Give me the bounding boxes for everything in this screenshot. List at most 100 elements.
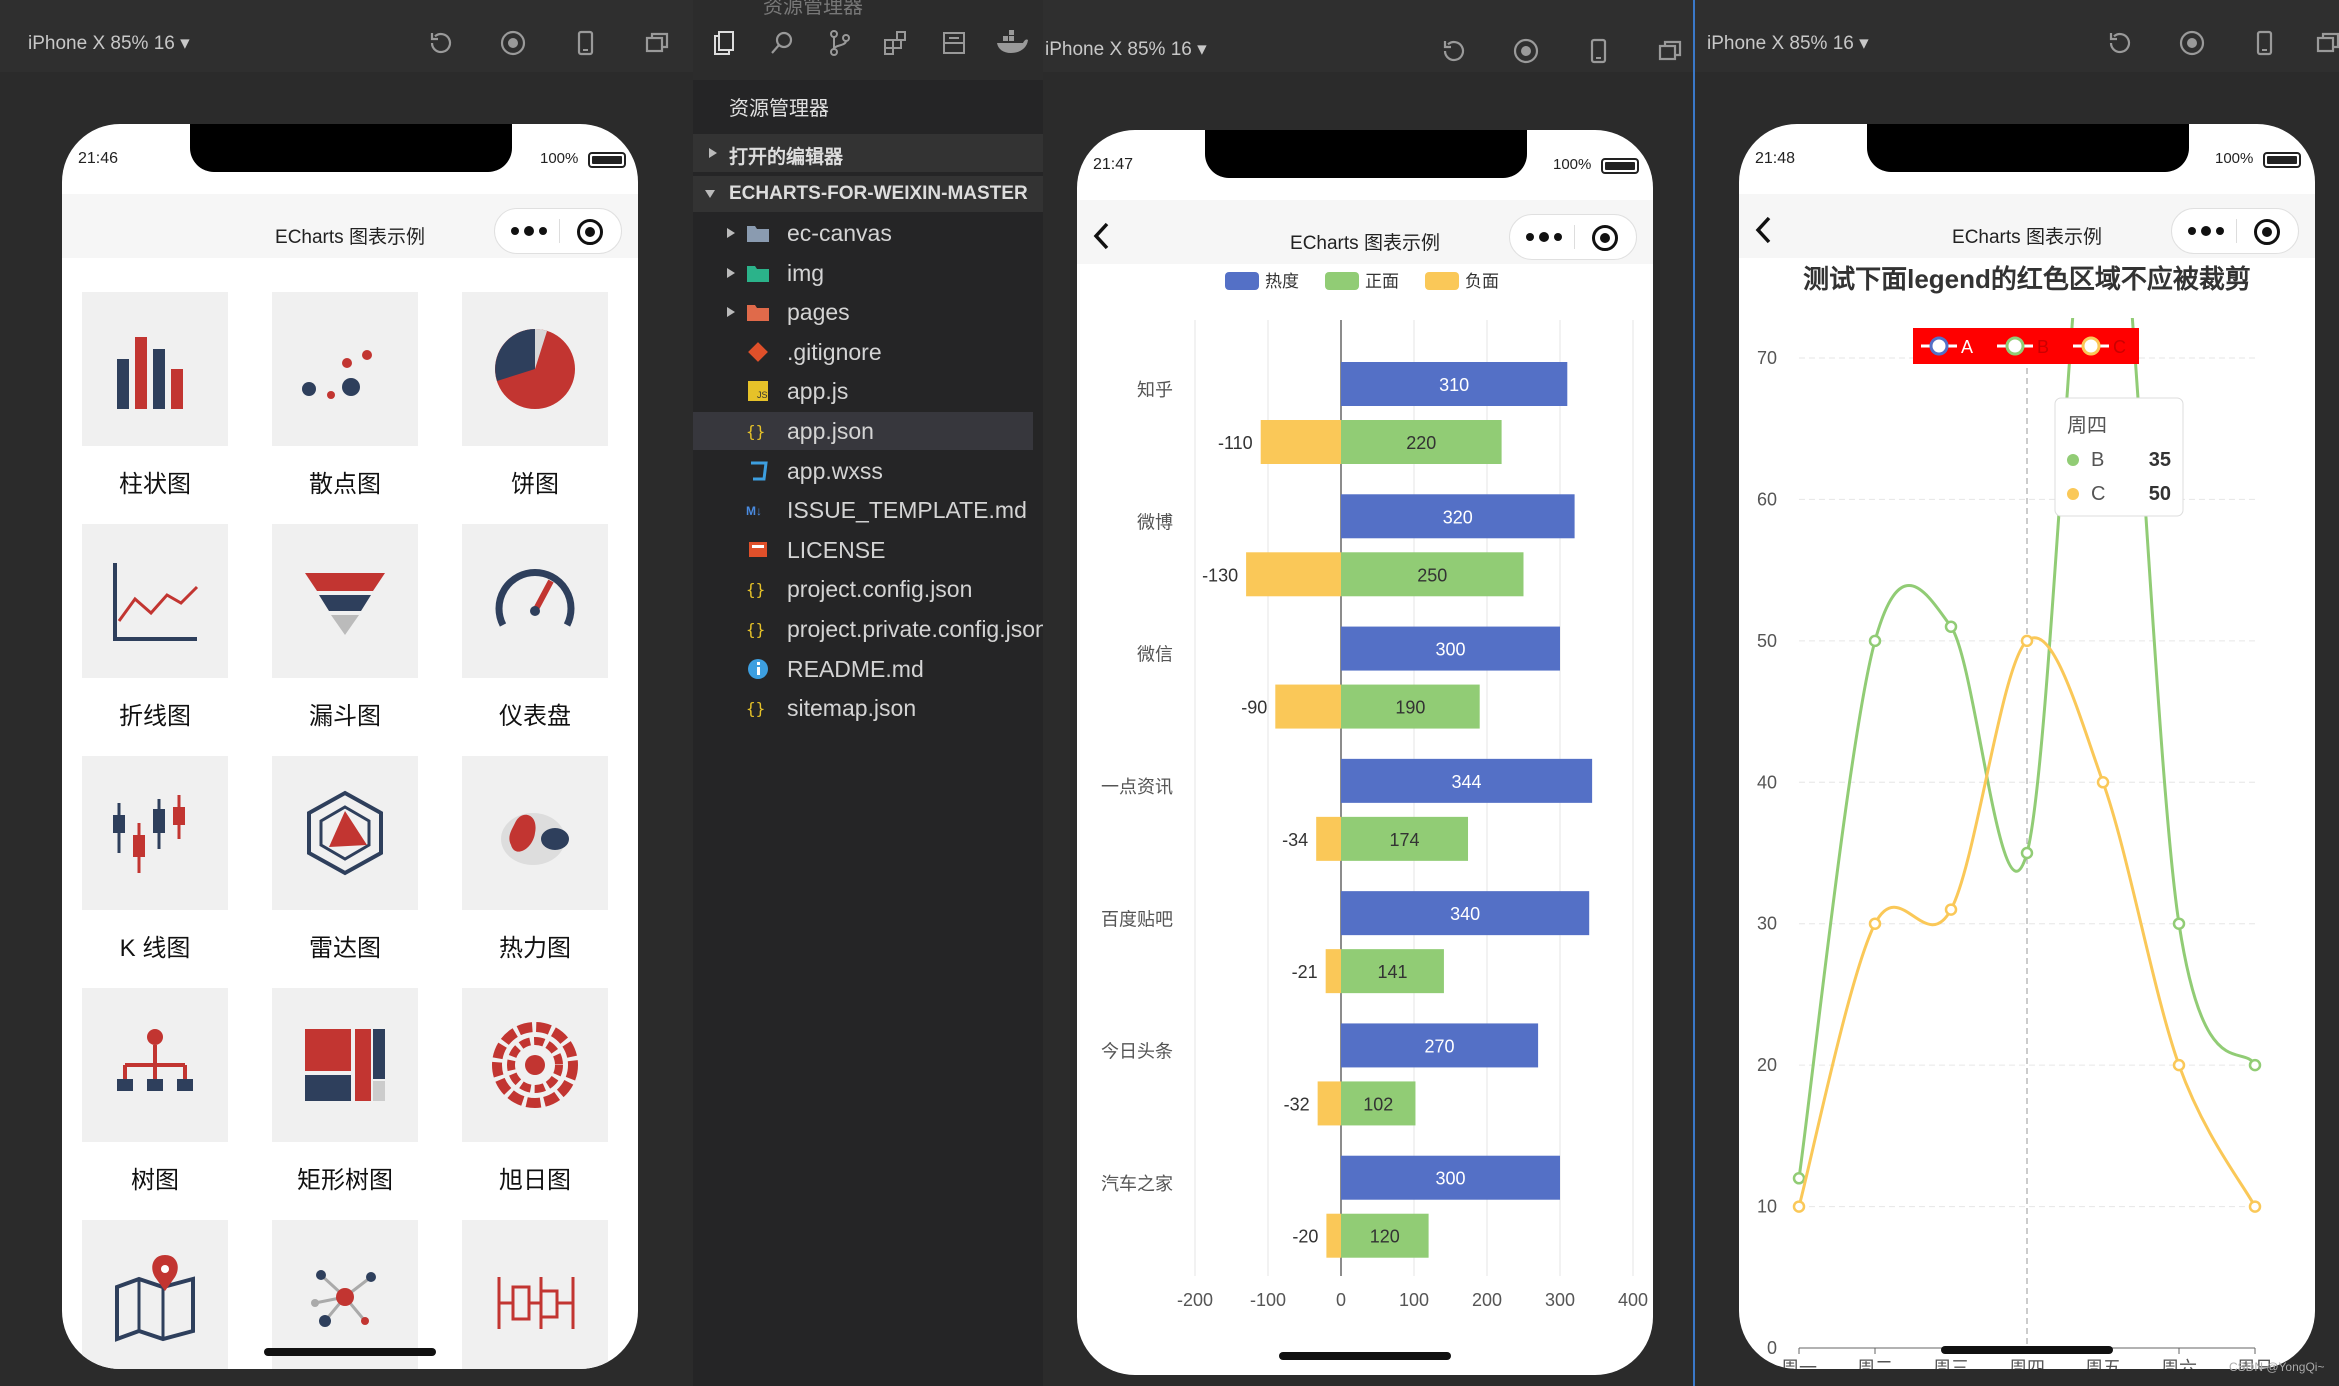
more-icon[interactable] [1524, 229, 1564, 245]
chart-type-label[interactable]: 散点图 [309, 471, 381, 498]
file-row[interactable]: M↓ ISSUE_TEMPLATE.md [693, 491, 1033, 529]
phone-icon[interactable] [570, 28, 600, 58]
more-icon[interactable] [2186, 223, 2226, 239]
phone-icon[interactable] [2249, 28, 2279, 58]
file-row[interactable]: LICENSE [693, 531, 1033, 569]
bar-positive[interactable] [1341, 816, 1469, 861]
data-point[interactable] [2172, 917, 2186, 930]
chart-type-label[interactable]: 雷达图 [309, 935, 381, 962]
chart-type-tile[interactable] [82, 1220, 228, 1369]
data-point[interactable] [2248, 1058, 2262, 1072]
chart-type-label[interactable]: 旭日图 [499, 1167, 571, 1194]
file-row[interactable]: .gitignore [693, 333, 1033, 371]
data-point[interactable] [1944, 903, 1958, 916]
chart-type-tile[interactable] [462, 1220, 608, 1369]
data-point[interactable] [2020, 634, 2034, 648]
chart-type-tile[interactable] [272, 524, 418, 678]
legend-marker[interactable] [2081, 336, 2101, 356]
bar-heat[interactable] [1341, 626, 1560, 671]
window-icon[interactable] [2313, 28, 2339, 58]
chart-type-label[interactable]: 柱状图 [119, 471, 191, 498]
bar-positive[interactable] [1341, 1081, 1416, 1126]
device-selector[interactable]: iPhone X 85% 16 ▾ [1045, 39, 1207, 60]
legend-swatch[interactable] [1225, 272, 1259, 290]
legend-swatch[interactable] [1425, 272, 1459, 290]
data-point[interactable] [1792, 1172, 1806, 1185]
chart-type-label[interactable]: 漏斗图 [309, 703, 381, 730]
section-open-editors[interactable]: 打开的编辑器 [693, 134, 1043, 172]
bar-positive[interactable] [1341, 684, 1480, 729]
close-miniprogram-icon[interactable] [577, 219, 603, 245]
chart-type-label[interactable]: 热力图 [499, 935, 571, 962]
chart-type-tile[interactable] [82, 524, 228, 678]
chart-type-label[interactable]: 折线图 [119, 703, 191, 730]
bar-positive[interactable] [1341, 1213, 1429, 1258]
close-miniprogram-icon[interactable] [2254, 219, 2280, 245]
bar-negative[interactable] [1275, 684, 1341, 729]
chart-type-tile[interactable] [462, 988, 608, 1142]
bar-heat[interactable] [1341, 362, 1568, 406]
data-point[interactable] [1868, 634, 1882, 648]
bar-negative[interactable] [1260, 420, 1341, 464]
window-icon[interactable] [1655, 36, 1685, 66]
more-icon[interactable] [509, 223, 549, 239]
bar-heat[interactable] [1341, 1155, 1560, 1200]
chart-type-label[interactable]: 饼图 [511, 471, 559, 498]
bar-negative[interactable] [1246, 552, 1341, 597]
legend-marker[interactable] [2005, 336, 2025, 356]
stop-icon[interactable] [1511, 36, 1541, 66]
data-point[interactable] [2096, 776, 2110, 789]
source-control-icon[interactable] [825, 28, 855, 58]
bar-positive[interactable] [1341, 949, 1444, 994]
data-point[interactable] [1944, 620, 1958, 633]
file-row[interactable]: JS app.js [693, 372, 1033, 410]
folder-row[interactable]: ec-canvas [693, 214, 1033, 252]
bar-heat[interactable] [1341, 494, 1575, 539]
legend-label[interactable]: 负面 [1465, 272, 1499, 291]
device-selector[interactable]: iPhone X 85% 16 ▾ [1707, 33, 1869, 54]
capsule-menu[interactable] [1509, 214, 1637, 260]
data-point[interactable] [1868, 917, 1882, 930]
bar-positive[interactable] [1341, 420, 1502, 464]
refresh-icon[interactable] [426, 28, 456, 58]
back-icon[interactable] [1091, 220, 1113, 252]
file-row[interactable]: {} project.private.config.json [693, 610, 1043, 648]
window-icon[interactable] [642, 28, 672, 58]
refresh-icon[interactable] [2105, 28, 2135, 58]
bar-heat[interactable] [1341, 1023, 1539, 1068]
legend-label[interactable]: C [2113, 337, 2126, 357]
chart-type-tile[interactable] [272, 292, 418, 446]
chart-type-tile[interactable] [272, 1220, 418, 1369]
chart-type-tile[interactable] [462, 524, 608, 678]
folder-row[interactable]: img [693, 254, 1033, 292]
legend-label[interactable]: B [2037, 337, 2049, 357]
chart-type-tile[interactable] [462, 292, 608, 446]
stop-icon[interactable] [498, 28, 528, 58]
back-icon[interactable] [1753, 214, 1775, 246]
file-row[interactable]: {} app.json [693, 412, 1033, 450]
chart-type-label[interactable]: 仪表盘 [499, 703, 571, 730]
data-point[interactable] [2248, 1200, 2262, 1213]
legend-label[interactable]: A [1961, 337, 1973, 357]
file-row[interactable]: {} project.config.json [693, 570, 1033, 608]
docker-icon[interactable] [995, 30, 1029, 56]
chart-type-tile[interactable] [82, 756, 228, 910]
section-project[interactable]: ECHARTS-FOR-WEIXIN-MASTER [693, 176, 1043, 212]
chart-type-tile[interactable] [272, 756, 418, 910]
file-row[interactable]: README.md [693, 650, 1033, 688]
refresh-icon[interactable] [1439, 36, 1469, 66]
device-selector[interactable]: iPhone X 85% 16 ▾ [28, 33, 190, 54]
files-icon[interactable] [709, 28, 739, 58]
chart-type-tile[interactable] [272, 988, 418, 1142]
legend-swatch[interactable] [1325, 272, 1359, 290]
bar-heat[interactable] [1341, 758, 1593, 803]
chart-type-tile[interactable] [82, 988, 228, 1142]
chart-type-label[interactable]: K 线图 [119, 935, 191, 962]
extensions-icon[interactable] [881, 28, 911, 58]
capsule-menu[interactable] [494, 208, 622, 254]
folder-row[interactable]: pages [693, 293, 1033, 331]
chart-type-tile[interactable] [82, 292, 228, 446]
close-miniprogram-icon[interactable] [1592, 225, 1618, 251]
chart-type-label[interactable]: 树图 [131, 1167, 179, 1194]
legend-marker[interactable] [1929, 336, 1949, 356]
